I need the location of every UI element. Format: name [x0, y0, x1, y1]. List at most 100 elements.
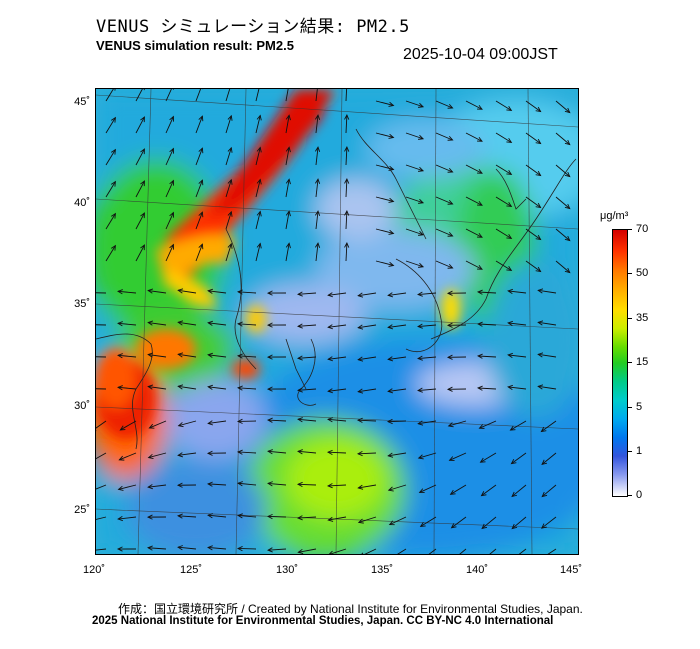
wind-arrow-head — [387, 324, 394, 330]
colorbar-label-5: 5 — [636, 401, 643, 413]
wind-arrow-head — [236, 546, 243, 552]
pm25-plume — [96, 89, 461, 439]
wind-arrow — [405, 228, 424, 236]
lat-label-45: 45˚ — [74, 96, 90, 108]
wind-arrow-head — [266, 354, 273, 360]
wind-arrow — [538, 385, 557, 390]
wind-arrow — [465, 260, 483, 270]
wind-arrow — [478, 291, 497, 294]
wind-arrow-head — [537, 288, 544, 294]
wind-arrow-head — [387, 356, 394, 362]
wind-arrow — [298, 292, 317, 295]
wind-arrow-head — [507, 352, 513, 358]
wind-arrow-head — [479, 457, 486, 463]
wind-arrow — [238, 514, 257, 518]
wind-arrow — [525, 228, 541, 240]
wind-arrow-head — [417, 355, 423, 361]
wind-arrow-head — [207, 288, 214, 294]
wind-arrow — [225, 243, 232, 262]
wind-arrow-head — [478, 424, 485, 429]
wind-arrow — [345, 178, 348, 198]
wind-arrow — [478, 323, 497, 326]
wind-arrow-head — [447, 199, 454, 205]
wind-arrow — [541, 516, 557, 529]
wind-arrow-head — [447, 135, 454, 141]
wind-arrow — [397, 548, 407, 554]
wind-arrow — [388, 484, 407, 491]
wind-arrow-head — [110, 180, 116, 187]
wind-arrow-head — [511, 491, 518, 498]
wind-arrow — [225, 115, 232, 134]
wind-arrow-head — [481, 523, 488, 530]
wind-arrow — [165, 89, 172, 102]
wind-arrow — [495, 164, 512, 175]
wind-arrow-head — [535, 234, 542, 241]
wind-arrow — [148, 290, 167, 294]
wind-arrow — [225, 211, 232, 230]
wind-arrow — [178, 385, 197, 390]
wind-arrow-head — [447, 263, 454, 269]
wind-arrow — [481, 516, 497, 529]
wind-arrow-head — [314, 242, 321, 248]
wind-arrow-head — [417, 420, 424, 426]
colorbar-tick — [627, 495, 632, 496]
wind-arrow-head — [357, 356, 364, 362]
wind-arrow — [479, 420, 497, 429]
wind-arrow — [375, 100, 394, 106]
wind-arrow — [511, 484, 527, 497]
wind-arrow — [268, 482, 287, 486]
wind-arrow-head — [117, 485, 124, 491]
wind-arrow-head — [387, 388, 394, 394]
wind-arrow-head — [314, 146, 321, 152]
wind-arrow — [267, 515, 287, 518]
wind-arrow-head — [327, 516, 334, 522]
wind-arrow — [96, 420, 107, 429]
wind-arrow — [195, 116, 203, 134]
wind-arrow-head — [147, 484, 154, 490]
wind-arrow — [328, 388, 347, 392]
wind-arrow — [388, 356, 407, 360]
wind-arrow — [195, 212, 203, 230]
wind-arrow-head — [314, 178, 321, 184]
lat-label-30: 30˚ — [74, 400, 90, 412]
wind-arrow — [465, 100, 483, 110]
wind-arrow-head — [388, 261, 395, 267]
wind-arrow-head — [147, 320, 154, 326]
wind-arrow — [375, 260, 394, 266]
wind-arrow — [358, 292, 377, 297]
wind-arrow — [135, 89, 143, 102]
wind-arrow — [285, 179, 290, 198]
wind-arrow-head — [256, 210, 262, 217]
wind-arrow-head — [357, 484, 364, 490]
colorbar-tick — [627, 362, 632, 363]
wind-arrow-head — [418, 230, 425, 236]
wind-arrow-head — [564, 235, 571, 242]
wind-arrow — [268, 548, 287, 551]
wind-arrow-head — [446, 354, 453, 360]
wind-arrow-head — [266, 386, 273, 392]
wind-arrow — [178, 515, 197, 518]
wind-arrow-head — [388, 101, 395, 107]
wind-arrow-head — [236, 449, 243, 455]
wind-arrow-head — [506, 265, 513, 271]
wind-arrow — [297, 483, 317, 486]
wind-arrow — [165, 148, 174, 166]
wind-arrow — [178, 353, 197, 358]
wind-arrow-head — [110, 212, 116, 219]
wind-arrow — [195, 148, 203, 166]
wind-arrow-head — [147, 545, 153, 551]
wind-arrow-head — [535, 106, 542, 113]
wind-arrow-head — [476, 289, 483, 295]
wind-arrow — [525, 100, 541, 112]
wind-arrow — [495, 100, 512, 111]
wind-arrow — [328, 292, 347, 296]
wind-arrow — [435, 132, 453, 141]
wind-arrow — [96, 548, 107, 551]
wind-arrow — [135, 116, 145, 134]
wind-arrow-head — [207, 513, 213, 519]
wind-arrow-head — [476, 264, 483, 270]
wind-arrow — [495, 196, 512, 207]
wind-arrow — [538, 353, 557, 358]
wind-arrow-head — [314, 114, 321, 120]
wind-arrow — [178, 452, 197, 456]
